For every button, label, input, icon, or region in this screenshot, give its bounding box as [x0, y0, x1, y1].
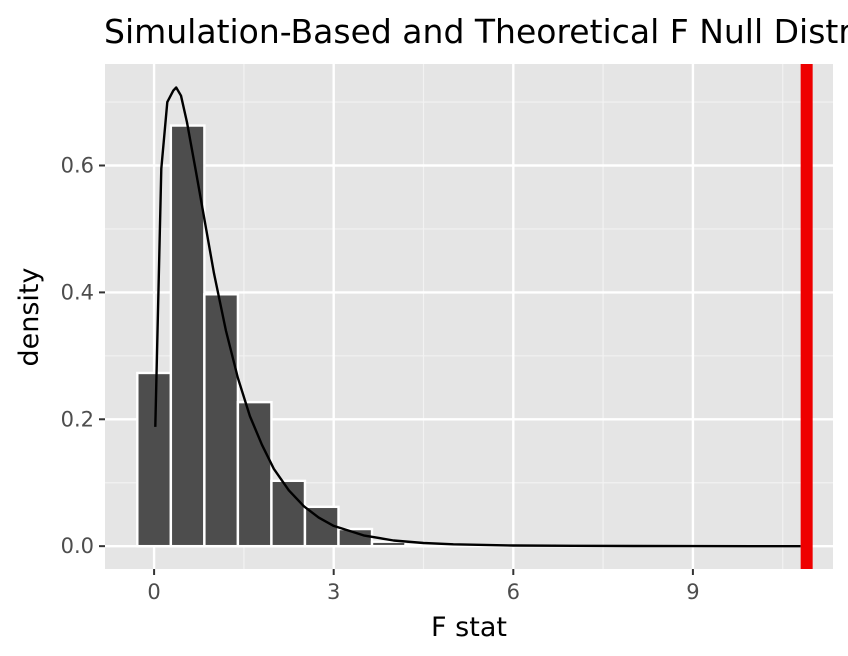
histogram-bar: [136, 371, 173, 548]
histogram-bars: [136, 124, 441, 548]
y-tick-label: 0.4: [61, 280, 94, 304]
histogram-bar: [270, 479, 307, 548]
y-tick-label: 0.2: [61, 407, 94, 431]
x-tick-label: 9: [686, 580, 699, 604]
theoretical-curve-layer: [154, 86, 801, 548]
histogram-bar: [203, 293, 240, 548]
y-axis-title: density: [14, 267, 45, 366]
histogram-bar: [169, 124, 206, 548]
y-axis-ticks: 0.0 0.2 0.4 0.6: [61, 154, 105, 558]
histogram-bar: [370, 540, 407, 548]
histogram-bar: [236, 400, 273, 548]
theoretical-density-curve: [154, 86, 801, 548]
major-gridlines: [105, 64, 833, 569]
chart-title: Simulation-Based and Theoretical F Null …: [104, 12, 848, 51]
y-tick-label: 0.6: [61, 154, 94, 178]
histogram-bar: [404, 543, 441, 548]
x-tick-label: 0: [147, 580, 160, 604]
x-axis-title: F stat: [431, 612, 507, 643]
x-tick-label: 3: [327, 580, 340, 604]
x-axis-ticks: 0 3 6 9: [147, 569, 700, 604]
minor-gridlines: [105, 64, 833, 569]
y-tick-label: 0.0: [61, 534, 94, 558]
x-tick-label: 6: [507, 580, 520, 604]
